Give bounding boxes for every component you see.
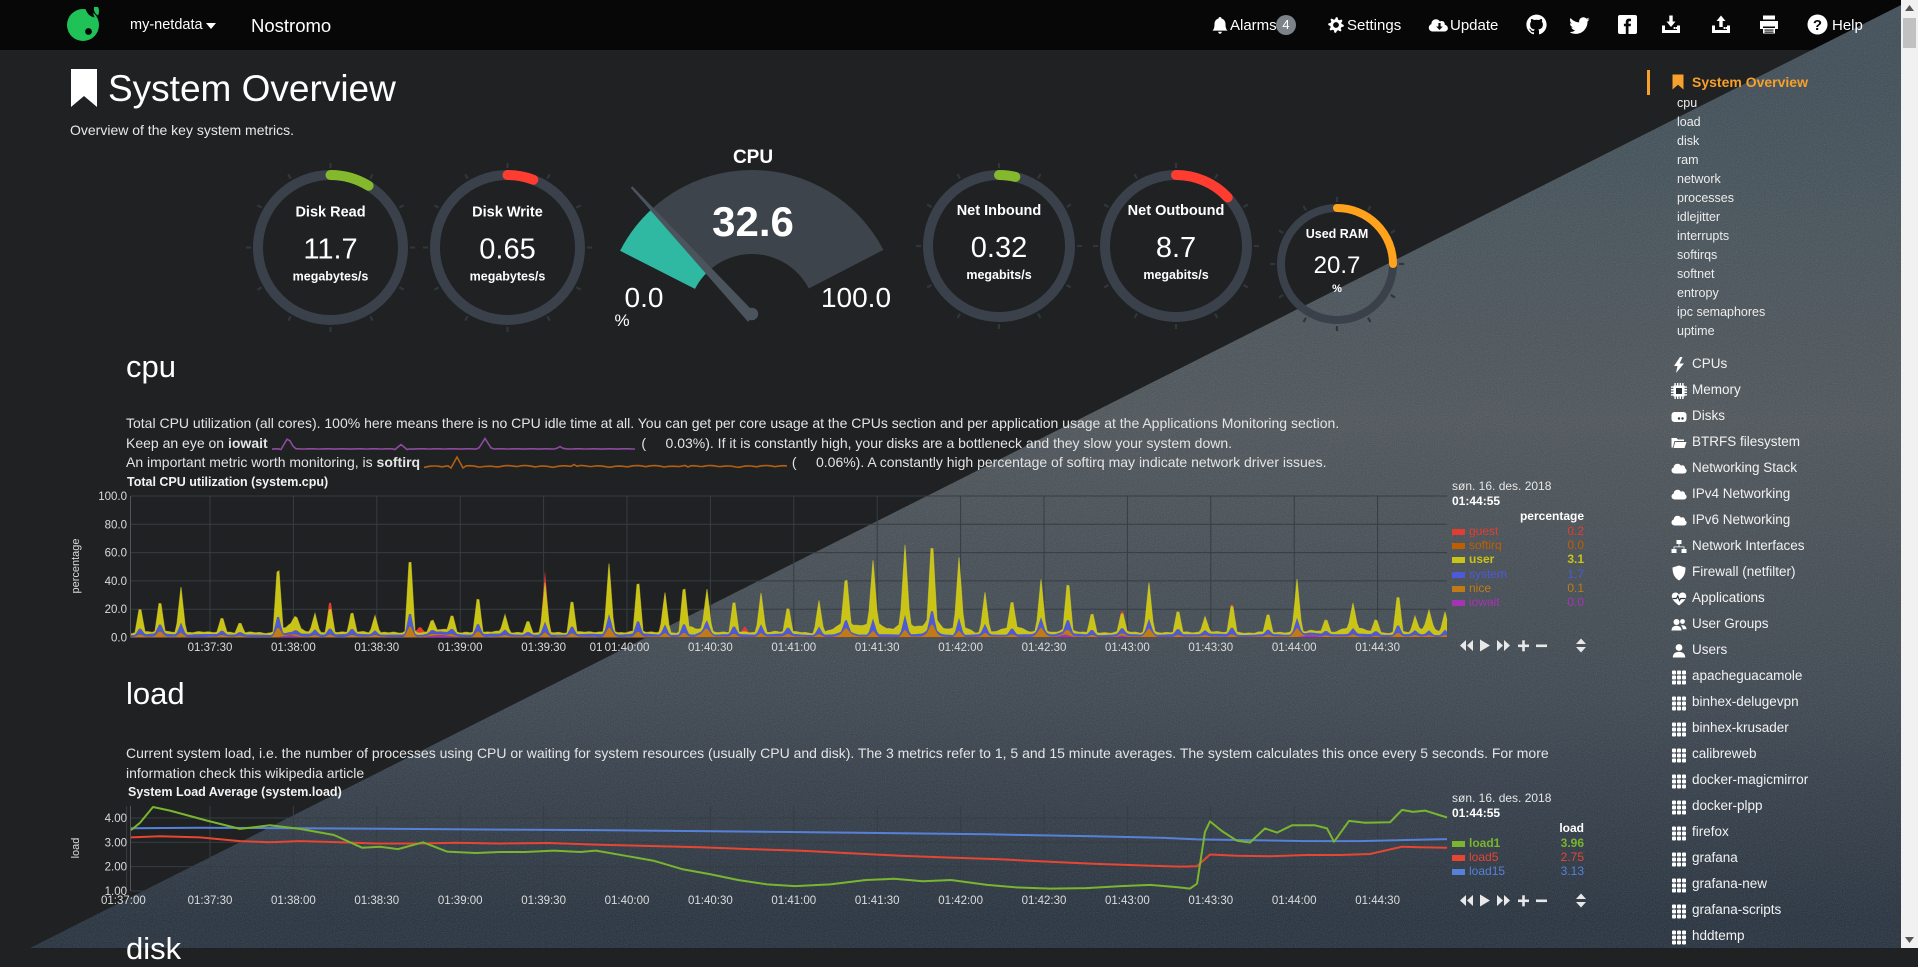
svg-text:megabytes/s: megabytes/s: [470, 270, 546, 284]
svg-text:01:44:30: 01:44:30: [1355, 895, 1400, 907]
svg-text:01:41:30: 01:41:30: [855, 895, 900, 907]
svg-text:01:42:30: 01:42:30: [1022, 895, 1067, 907]
svg-text:40.0: 40.0: [105, 576, 127, 588]
svg-text:01:42:00: 01:42:00: [938, 895, 983, 907]
svg-text:%: %: [1332, 283, 1342, 295]
svg-text:01:39:30: 01:39:30: [521, 642, 566, 654]
svg-text:100.0: 100.0: [98, 491, 127, 503]
svg-text:01:38:00: 01:38:00: [271, 642, 316, 654]
svg-text:01: 01: [590, 642, 603, 654]
svg-text:01:42:30: 01:42:30: [1022, 642, 1067, 654]
svg-text:01:39:00: 01:39:00: [438, 895, 483, 907]
svg-text:20.0: 20.0: [105, 604, 127, 616]
svg-text:100.0: 100.0: [821, 282, 891, 313]
svg-text:80.0: 80.0: [105, 519, 127, 531]
svg-text:01:42:00: 01:42:00: [938, 642, 983, 654]
svg-text:Total CPU utilization (system.: Total CPU utilization (system.cpu): [127, 475, 328, 489]
svg-text:01:41:00: 01:41:00: [771, 895, 816, 907]
svg-text:Disk Read: Disk Read: [295, 205, 365, 221]
svg-text:01:37:30: 01:37:30: [188, 642, 233, 654]
svg-text:0.65: 0.65: [479, 234, 535, 266]
svg-text:01:40:00: 01:40:00: [605, 895, 650, 907]
svg-text:01:39:30: 01:39:30: [521, 895, 566, 907]
svg-text:%: %: [614, 311, 629, 330]
svg-text:8.7: 8.7: [1156, 232, 1196, 264]
svg-text:01:40:00: 01:40:00: [605, 642, 650, 654]
svg-text:Used RAM: Used RAM: [1306, 227, 1369, 241]
svg-text:01:38:30: 01:38:30: [354, 642, 399, 654]
svg-text:01:43:00: 01:43:00: [1105, 642, 1150, 654]
svg-text:2.00: 2.00: [105, 862, 127, 874]
svg-text:01:44:00: 01:44:00: [1272, 642, 1317, 654]
svg-text:CPU: CPU: [733, 147, 773, 168]
svg-text:01:43:00: 01:43:00: [1105, 895, 1150, 907]
svg-text:01:44:00: 01:44:00: [1272, 895, 1317, 907]
svg-text:megabits/s: megabits/s: [966, 268, 1031, 282]
svg-text:01:44:30: 01:44:30: [1355, 642, 1400, 654]
svg-text:4.00: 4.00: [105, 813, 127, 825]
svg-text:01:40:30: 01:40:30: [688, 642, 733, 654]
svg-text:0.0: 0.0: [111, 633, 127, 645]
svg-text:megabytes/s: megabytes/s: [292, 270, 368, 284]
svg-text:01:43:30: 01:43:30: [1188, 642, 1233, 654]
svg-text:System Load Average (system.lo: System Load Average (system.load): [128, 785, 342, 799]
svg-text:01:40:30: 01:40:30: [688, 895, 733, 907]
svg-text:0.32: 0.32: [971, 232, 1027, 264]
svg-text:load: load: [70, 838, 82, 859]
svg-text:?: ?: [1813, 17, 1822, 34]
svg-text:01:37:30: 01:37:30: [188, 895, 233, 907]
svg-text:11.7: 11.7: [303, 234, 357, 266]
svg-text:01:37:00: 01:37:00: [101, 895, 146, 907]
svg-text:01:38:00: 01:38:00: [271, 895, 316, 907]
svg-text:percentage: percentage: [70, 538, 82, 593]
svg-text:Disk Write: Disk Write: [472, 205, 543, 221]
svg-text:01:41:00: 01:41:00: [771, 642, 816, 654]
svg-text:megabits/s: megabits/s: [1143, 268, 1208, 282]
svg-text:01:39:00: 01:39:00: [438, 642, 483, 654]
svg-text:01:43:30: 01:43:30: [1188, 895, 1233, 907]
svg-text:20.7: 20.7: [1314, 252, 1361, 279]
svg-text:01:41:30: 01:41:30: [855, 642, 900, 654]
svg-text:Net Outbound: Net Outbound: [1128, 203, 1225, 219]
svg-text:0.0: 0.0: [625, 282, 664, 313]
svg-text:32.6: 32.6: [712, 198, 794, 245]
svg-text:3.00: 3.00: [105, 837, 127, 849]
svg-text:60.0: 60.0: [105, 548, 127, 560]
svg-text:01:38:30: 01:38:30: [354, 895, 399, 907]
svg-text:1.00: 1.00: [105, 886, 127, 898]
svg-text:Net Inbound: Net Inbound: [957, 203, 1042, 219]
